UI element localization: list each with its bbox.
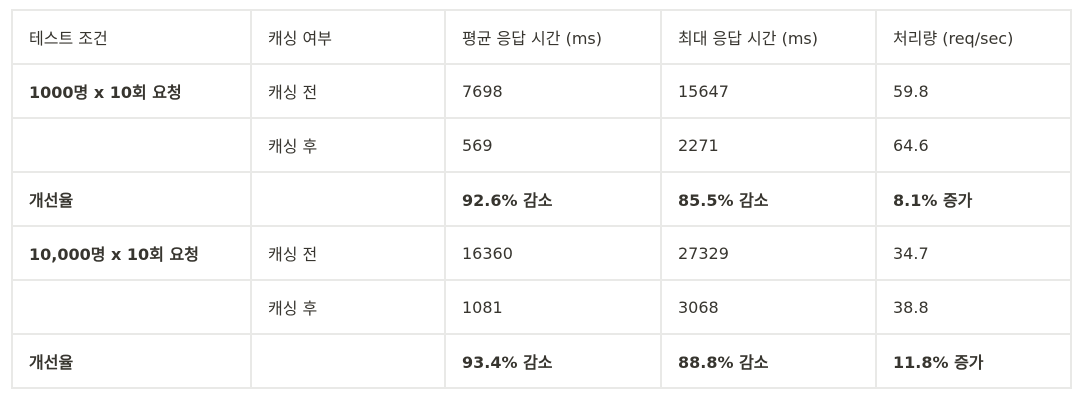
table-cell bbox=[11, 279, 252, 335]
table-cell bbox=[250, 171, 446, 227]
caching-performance-table: 테스트 조건 캐싱 여부 평균 응답 시간 (ms) 최대 응답 시간 (ms)… bbox=[11, 9, 1072, 389]
table-row: 개선율 93.4% 감소 88.8% 감소 11.8% 증가 bbox=[11, 333, 1072, 389]
table-cell: 93.4% 감소 bbox=[444, 333, 662, 389]
table-cell: 캐싱 전 bbox=[250, 63, 446, 119]
table-cell: 개선율 bbox=[11, 333, 252, 389]
table-cell: 92.6% 감소 bbox=[444, 171, 662, 227]
table-cell: 38.8 bbox=[875, 279, 1072, 335]
table-cell: 88.8% 감소 bbox=[660, 333, 877, 389]
table-header-row: 테스트 조건 캐싱 여부 평균 응답 시간 (ms) 최대 응답 시간 (ms)… bbox=[11, 9, 1072, 65]
table-row: 10,000명 x 10회 요청 캐싱 전 16360 27329 34.7 bbox=[11, 225, 1072, 281]
table-cell: 1000명 x 10회 요청 bbox=[11, 63, 252, 119]
table-cell: 개선율 bbox=[11, 171, 252, 227]
table-cell: 1081 bbox=[444, 279, 662, 335]
table-cell: 59.8 bbox=[875, 63, 1072, 119]
header-cell: 처리량 (req/sec) bbox=[875, 9, 1072, 65]
header-cell: 캐싱 여부 bbox=[250, 9, 446, 65]
table-cell: 569 bbox=[444, 117, 662, 173]
table-row: 개선율 92.6% 감소 85.5% 감소 8.1% 증가 bbox=[11, 171, 1072, 227]
table-cell: 8.1% 증가 bbox=[875, 171, 1072, 227]
table-cell: 캐싱 후 bbox=[250, 117, 446, 173]
table-cell: 캐싱 후 bbox=[250, 279, 446, 335]
table-cell: 11.8% 증가 bbox=[875, 333, 1072, 389]
table-cell: 7698 bbox=[444, 63, 662, 119]
table-row: 캐싱 후 1081 3068 38.8 bbox=[11, 279, 1072, 335]
header-cell: 평균 응답 시간 (ms) bbox=[444, 9, 662, 65]
table-cell: 10,000명 x 10회 요청 bbox=[11, 225, 252, 281]
table-cell: 27329 bbox=[660, 225, 877, 281]
table-cell: 16360 bbox=[444, 225, 662, 281]
table-cell: 85.5% 감소 bbox=[660, 171, 877, 227]
table-cell bbox=[250, 333, 446, 389]
table-row: 1000명 x 10회 요청 캐싱 전 7698 15647 59.8 bbox=[11, 63, 1072, 119]
table-row: 캐싱 후 569 2271 64.6 bbox=[11, 117, 1072, 173]
table-cell: 2271 bbox=[660, 117, 877, 173]
table-cell: 64.6 bbox=[875, 117, 1072, 173]
table-cell: 34.7 bbox=[875, 225, 1072, 281]
header-cell: 최대 응답 시간 (ms) bbox=[660, 9, 877, 65]
table-cell: 캐싱 전 bbox=[250, 225, 446, 281]
header-cell: 테스트 조건 bbox=[11, 9, 252, 65]
table-cell bbox=[11, 117, 252, 173]
table-cell: 15647 bbox=[660, 63, 877, 119]
table-cell: 3068 bbox=[660, 279, 877, 335]
